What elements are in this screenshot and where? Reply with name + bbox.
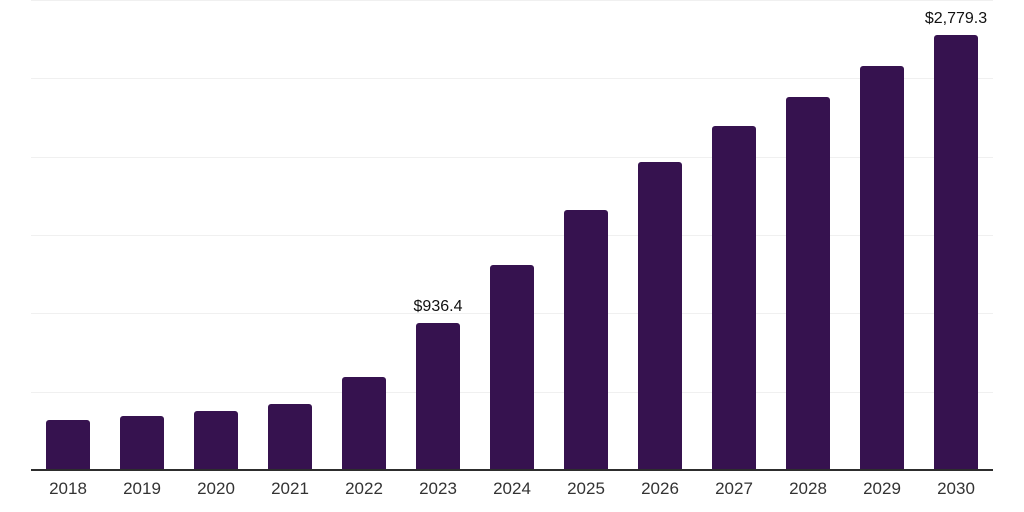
x-tick-2019: 2019 <box>123 479 161 498</box>
x-tick-2020: 2020 <box>197 479 235 498</box>
x-tick-2018: 2018 <box>49 479 87 498</box>
bar-2025 <box>564 210 608 470</box>
bar-slot-2023: $936.4 <box>401 0 475 470</box>
bar-slot-2025 <box>549 0 623 470</box>
bar-2026 <box>638 161 682 470</box>
x-tick-2022: 2022 <box>345 479 383 498</box>
bar-slot-2024 <box>475 0 549 470</box>
x-tick-2023: 2023 <box>419 479 457 498</box>
bar-2029 <box>860 65 904 470</box>
bar-2022 <box>342 377 386 470</box>
bar-slot-2026 <box>623 0 697 470</box>
gridline-1500 <box>31 235 993 236</box>
x-tick-2026: 2026 <box>641 479 679 498</box>
bar-slot-2027 <box>697 0 771 470</box>
bar-2019 <box>120 416 164 470</box>
x-tick-2027: 2027 <box>715 479 753 498</box>
x-axis-line <box>31 469 993 471</box>
plot-area: $936.4 $2,779.3 <box>31 0 993 470</box>
bars: $936.4 $2,779.3 <box>31 0 993 470</box>
bar-slot-2021 <box>253 0 327 470</box>
x-tick-2029: 2029 <box>863 479 901 498</box>
x-tick-2030: 2030 <box>937 479 975 498</box>
x-tick-2021: 2021 <box>271 479 309 498</box>
bar-2020 <box>194 411 238 470</box>
x-axis-labels: 2018 2019 2020 2021 2022 2023 2024 2025 2026 2027… <box>31 479 993 499</box>
gridline-3000 <box>31 0 993 1</box>
bar-2021 <box>268 404 312 470</box>
bar-2018 <box>46 420 90 470</box>
bar-slot-2020 <box>179 0 253 470</box>
bar-slot-2028 <box>771 0 845 470</box>
x-tick-2024: 2024 <box>493 479 531 498</box>
bar-slot-2030: $2,779.3 <box>919 0 993 470</box>
bar-slot-2019 <box>105 0 179 470</box>
bar-slot-2018 <box>31 0 105 470</box>
value-label-2023: $936.4 <box>413 298 463 316</box>
bar-2027 <box>712 125 756 470</box>
bar-2030 <box>934 34 978 470</box>
bar-2028 <box>786 96 830 470</box>
bar-2023 <box>416 323 460 470</box>
gridline-2500 <box>31 78 993 80</box>
x-tick-2028: 2028 <box>789 479 827 498</box>
bar-slot-2029 <box>845 0 919 470</box>
bar-2024 <box>490 265 534 470</box>
bar-slot-2022 <box>327 0 401 470</box>
value-label-2030: $2,779.3 <box>924 9 988 27</box>
gridline-2000 <box>31 156 993 158</box>
x-tick-2025: 2025 <box>567 479 605 498</box>
